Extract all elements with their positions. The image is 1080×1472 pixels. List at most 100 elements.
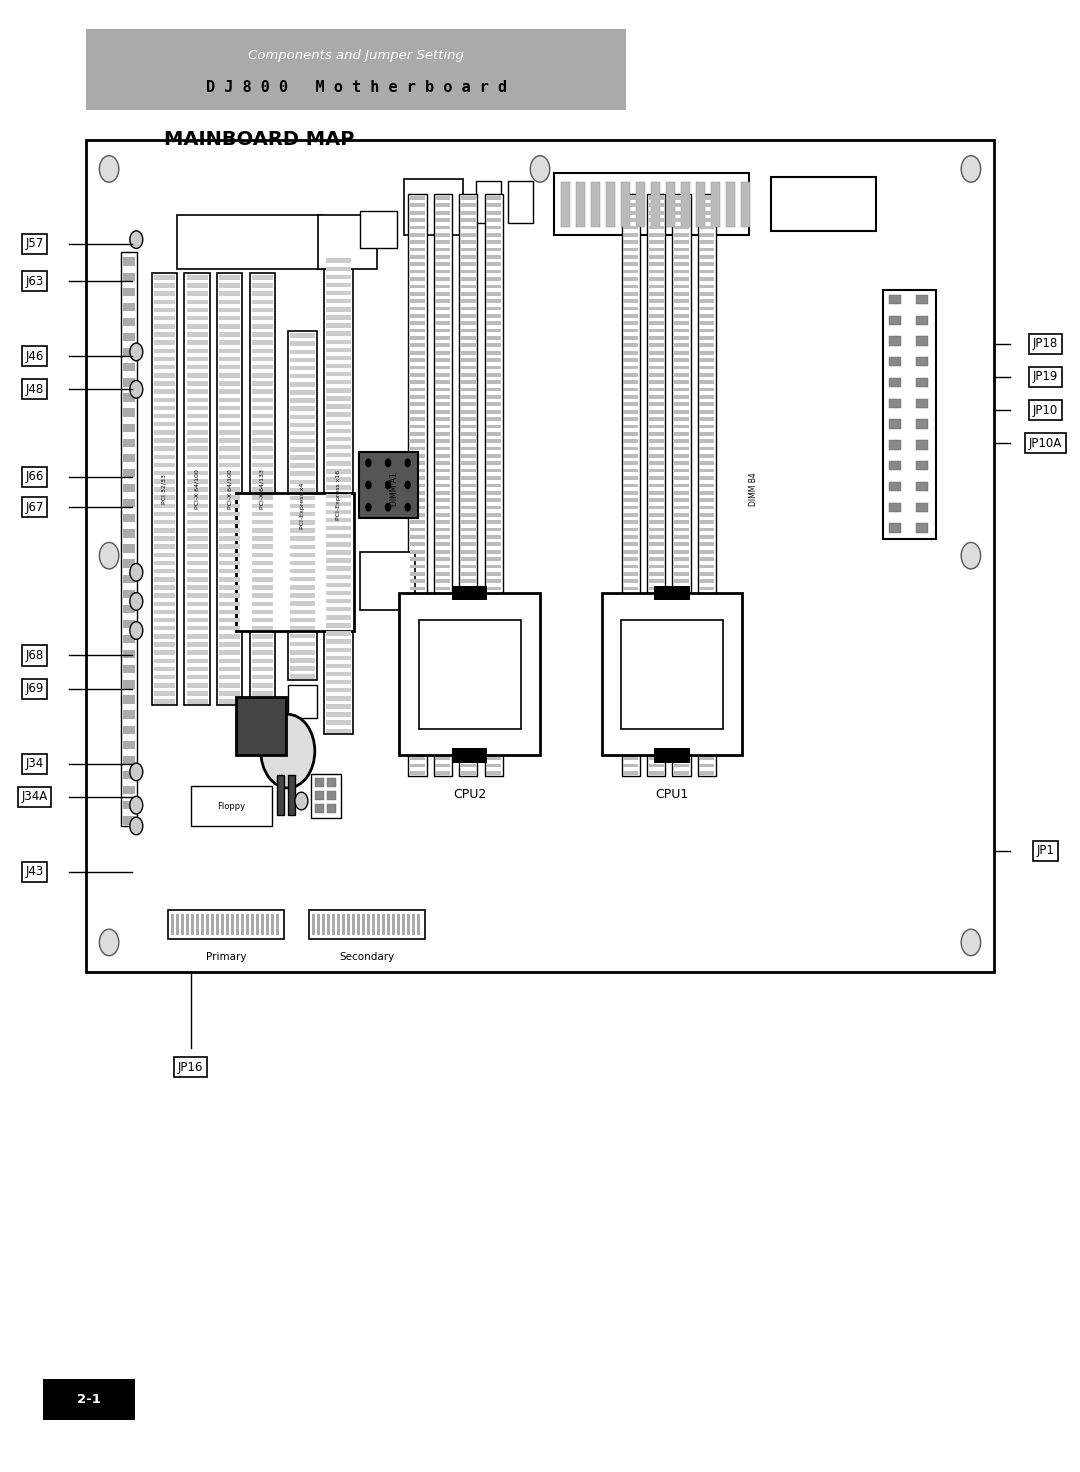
Bar [623, 365, 638, 369]
Bar [187, 333, 207, 337]
Circle shape [404, 458, 410, 467]
Bar [649, 402, 663, 406]
Bar [289, 496, 314, 500]
Bar [649, 602, 663, 605]
Bar [461, 417, 476, 421]
Text: PCI-X 64/100: PCI-X 64/100 [194, 470, 200, 509]
Bar [187, 503, 207, 508]
Bar [86, 29, 626, 110]
Bar [410, 468, 424, 473]
Bar [410, 683, 424, 686]
Bar [410, 580, 424, 583]
Bar [649, 380, 663, 384]
Bar [700, 661, 714, 664]
Bar [486, 595, 501, 598]
Bar [649, 528, 663, 531]
Bar [410, 536, 424, 539]
Bar [674, 409, 689, 414]
Bar [700, 573, 714, 576]
Bar [623, 233, 638, 237]
Bar [486, 321, 501, 325]
Bar [326, 380, 351, 384]
Bar [435, 299, 450, 303]
Bar [410, 543, 424, 546]
Bar [623, 771, 638, 774]
Bar [711, 183, 719, 227]
Text: J34A: J34A [22, 790, 48, 804]
Bar [700, 336, 714, 340]
Bar [486, 277, 501, 281]
Bar [252, 586, 273, 590]
Bar [461, 439, 476, 443]
Bar [649, 580, 663, 583]
Bar [153, 487, 175, 492]
Bar [289, 464, 314, 468]
Bar [252, 446, 273, 450]
Bar [153, 300, 175, 305]
Bar [289, 602, 314, 606]
Bar [326, 639, 351, 643]
Bar [241, 914, 244, 935]
Bar [435, 196, 450, 200]
Bar [621, 620, 723, 729]
Bar [219, 602, 240, 606]
Circle shape [130, 796, 143, 814]
Bar [623, 490, 638, 495]
Bar [700, 262, 714, 266]
Bar [700, 624, 714, 627]
Bar [326, 275, 351, 280]
Bar [252, 496, 273, 500]
Bar [700, 358, 714, 362]
Bar [649, 521, 663, 524]
Bar [461, 269, 476, 274]
Text: PCI-X 64/133: PCI-X 64/133 [260, 470, 265, 509]
Bar [341, 914, 345, 935]
Bar [700, 424, 714, 428]
Bar [252, 609, 273, 614]
Bar [153, 512, 175, 517]
Bar [461, 336, 476, 340]
Bar [289, 431, 314, 436]
Bar [890, 440, 902, 449]
Bar [434, 194, 453, 776]
Bar [674, 475, 689, 480]
Bar [461, 720, 476, 723]
Bar [700, 498, 714, 502]
Bar [206, 914, 210, 935]
Bar [410, 358, 424, 362]
Bar [187, 586, 207, 590]
Bar [700, 617, 714, 620]
Bar [326, 526, 351, 530]
Bar [410, 617, 424, 620]
Bar [153, 316, 175, 321]
Bar [674, 631, 689, 634]
Bar [623, 676, 638, 679]
Bar [435, 439, 450, 443]
Bar [576, 183, 584, 227]
Bar [153, 414, 175, 418]
Bar [289, 399, 314, 403]
Bar [649, 609, 663, 612]
Bar [623, 543, 638, 546]
Bar [700, 417, 714, 421]
Bar [312, 914, 315, 935]
Bar [187, 651, 207, 655]
Bar [486, 727, 501, 730]
Bar [486, 498, 501, 502]
Bar [476, 181, 501, 224]
Bar [674, 483, 689, 487]
Text: DIMM B4: DIMM B4 [748, 473, 758, 506]
Bar [435, 417, 450, 421]
Bar [673, 194, 690, 776]
Bar [461, 764, 476, 767]
Bar [890, 524, 902, 533]
Bar [289, 455, 314, 459]
Bar [674, 203, 689, 208]
Bar [700, 409, 714, 414]
Text: PCI-Express x4: PCI-Express x4 [300, 483, 305, 528]
Bar [461, 225, 476, 230]
Bar [461, 277, 476, 281]
Bar [289, 406, 314, 411]
Bar [219, 439, 240, 443]
Bar [410, 676, 424, 679]
